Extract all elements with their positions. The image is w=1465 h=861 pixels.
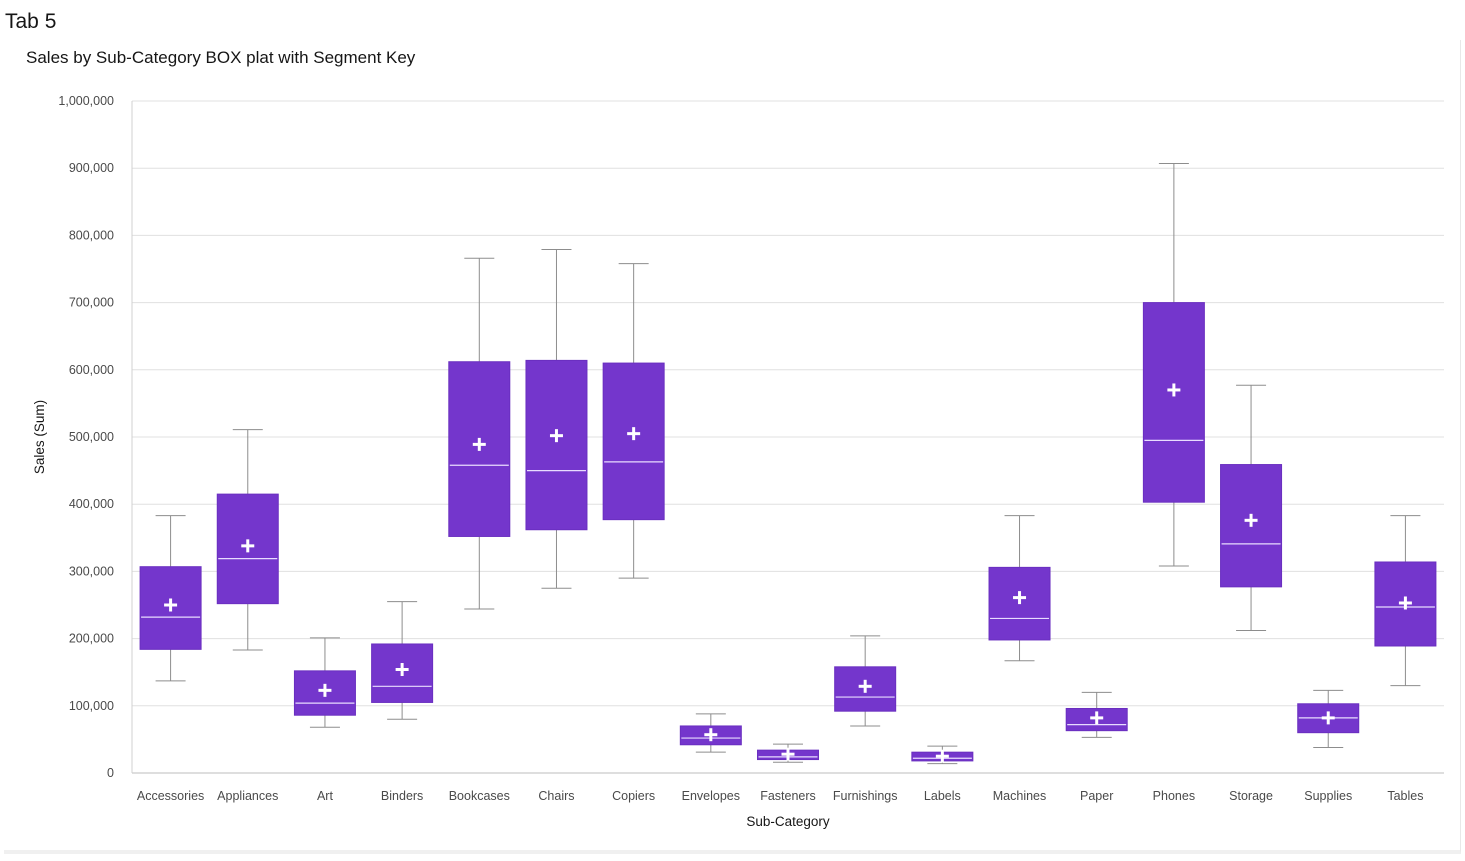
y-tick-label: 700,000 [69, 296, 114, 310]
x-axis-ticks: Accessories Appliances Art Binders Bookcases… [137, 789, 1424, 803]
box-copiers [602, 263, 665, 579]
y-tick-label: 900,000 [69, 161, 114, 175]
iqr-box [1142, 302, 1205, 503]
x-tick-label: Copiers [612, 789, 655, 803]
iqr-box [525, 359, 588, 531]
y-tick-label: 300,000 [69, 564, 114, 578]
box-envelopes [679, 713, 742, 753]
box-paper [1065, 691, 1128, 738]
box-storage [1220, 384, 1283, 632]
chart-title: Sales by Sub-Category BOX plat with Segm… [26, 48, 416, 67]
x-tick-label: Bookcases [449, 789, 510, 803]
chart-card [4, 40, 1461, 854]
x-axis-label: Sub-Category [746, 814, 830, 829]
box-machines [988, 515, 1051, 662]
x-tick-label: Phones [1153, 789, 1195, 803]
box-binders [371, 601, 434, 720]
box-chairs [525, 249, 588, 589]
box-phones [1142, 162, 1205, 567]
box-furnishings [834, 635, 897, 727]
y-axis-label: Sales (Sum) [32, 400, 47, 474]
y-tick-label: 400,000 [69, 497, 114, 511]
y-tick-label: 0 [107, 766, 114, 780]
box-fasteners [757, 743, 819, 763]
y-tick-label: 200,000 [69, 632, 114, 646]
box-labels [911, 745, 974, 765]
x-tick-label: Supplies [1304, 789, 1352, 803]
iqr-box [602, 362, 665, 521]
x-tick-label: Labels [924, 789, 961, 803]
x-tick-label: Fasteners [760, 789, 816, 803]
x-tick-label: Tables [1387, 789, 1423, 803]
box-art [293, 637, 356, 728]
box-bookcases [448, 257, 511, 610]
y-tick-label: 1,000,000 [58, 94, 114, 108]
box-appliances [216, 429, 279, 651]
x-tick-label: Appliances [217, 789, 278, 803]
x-tick-label: Furnishings [833, 789, 898, 803]
boxes [139, 162, 1437, 765]
x-tick-label: Art [317, 789, 334, 803]
box-supplies [1297, 689, 1360, 748]
y-axis-ticks: 0 100,000 200,000 300,000 400,000 500,000 600,… [58, 94, 114, 780]
x-tick-label: Binders [381, 789, 423, 803]
x-tick-label: Storage [1229, 789, 1273, 803]
x-tick-label: Paper [1080, 789, 1113, 803]
y-tick-label: 600,000 [69, 363, 114, 377]
x-tick-label: Chairs [538, 789, 574, 803]
x-tick-label: Envelopes [682, 789, 740, 803]
iqr-box [293, 670, 356, 716]
box-accessories [139, 515, 202, 682]
x-tick-label: Accessories [137, 789, 204, 803]
box-tables [1374, 515, 1437, 687]
y-tick-label: 800,000 [69, 228, 114, 242]
y-tick-label: 500,000 [69, 430, 114, 444]
x-tick-label: Machines [993, 789, 1047, 803]
tab-title: Tab 5 [5, 10, 57, 33]
y-tick-label: 100,000 [69, 699, 114, 713]
